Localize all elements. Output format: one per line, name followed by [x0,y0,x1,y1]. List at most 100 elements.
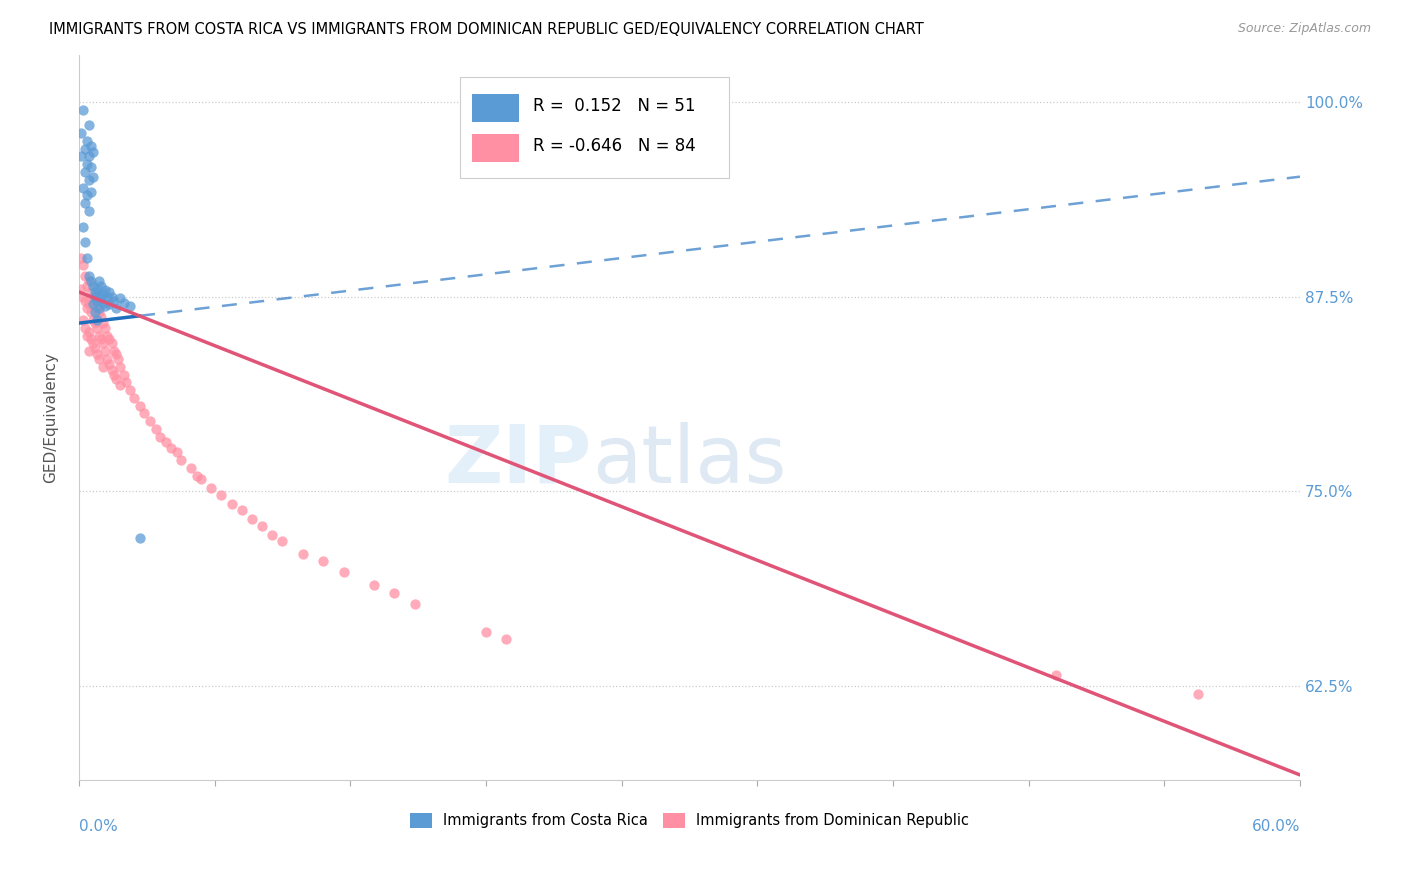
Point [72,313,94,327]
Point [118,299,141,313]
Point [82,145,104,159]
Point [76,328,98,343]
Point [104,372,127,386]
Point [86,320,108,334]
Point [82,278,104,293]
Point [72,259,94,273]
Point [80,138,103,153]
Point [98,297,121,311]
Point [77,269,100,284]
Point [89,274,111,288]
Point [70,126,93,140]
Text: R = -0.646   N = 84: R = -0.646 N = 84 [533,136,696,154]
Point [96,290,118,304]
Point [89,301,111,315]
Point [93,316,115,330]
Point [86,294,108,309]
Point [145,422,167,436]
Point [100,336,122,351]
Point [76,134,98,148]
Point [89,288,111,302]
Point [231,503,253,517]
Point [90,332,112,346]
Text: atlas: atlas [592,422,786,500]
Point [80,186,103,200]
Point [190,472,212,486]
Point [103,294,125,309]
Point [104,301,127,315]
Point [77,274,100,288]
Point [170,453,193,467]
Point [84,290,107,304]
Point [86,282,108,296]
Point [84,294,107,309]
Text: ZIP: ZIP [444,422,592,500]
Point [93,359,115,374]
Point [94,344,117,359]
Point [84,341,107,355]
Point [312,554,335,568]
Text: Source: ZipAtlas.com: Source: ZipAtlas.com [1237,22,1371,36]
Point [72,290,94,304]
Point [384,585,406,599]
Point [149,430,172,444]
Point [240,512,263,526]
Point [80,274,103,288]
Point [1187,687,1209,701]
Point [84,305,107,319]
Point [112,296,135,310]
Point [76,157,98,171]
Point [72,219,94,234]
Point [73,196,96,211]
Point [155,434,177,449]
Point [73,165,96,179]
Point [72,180,94,194]
Point [159,441,181,455]
Point [94,320,117,334]
Point [94,284,117,298]
Text: 0.0%: 0.0% [79,820,118,835]
Point [108,291,131,305]
Point [132,407,155,421]
Legend: Immigrants from Costa Rica, Immigrants from Dominican Republic: Immigrants from Costa Rica, Immigrants f… [404,807,976,834]
Point [72,103,94,117]
Point [186,468,208,483]
FancyBboxPatch shape [460,77,728,178]
Point [98,332,121,346]
Point [104,347,127,361]
Point [98,357,121,371]
Point [332,566,354,580]
Point [84,285,107,299]
Point [73,142,96,156]
Point [80,332,103,346]
Point [80,161,103,175]
Point [129,531,152,545]
Point [180,461,202,475]
Point [89,351,111,366]
Point [77,297,100,311]
Point [93,296,115,310]
Point [76,278,98,293]
Point [73,294,96,309]
Point [70,149,93,163]
Point [94,299,117,313]
Point [70,251,93,265]
Point [82,313,104,327]
Point [221,497,243,511]
Point [86,347,108,361]
Point [82,169,104,184]
Point [96,351,118,366]
Point [77,203,100,218]
Point [250,518,273,533]
Point [80,285,103,299]
Point [93,336,115,351]
Point [103,344,125,359]
Point [77,173,100,187]
Point [73,235,96,249]
Point [100,290,122,304]
Point [89,305,111,319]
Point [209,487,232,501]
Point [77,326,100,340]
Point [90,278,112,293]
Point [166,445,188,459]
